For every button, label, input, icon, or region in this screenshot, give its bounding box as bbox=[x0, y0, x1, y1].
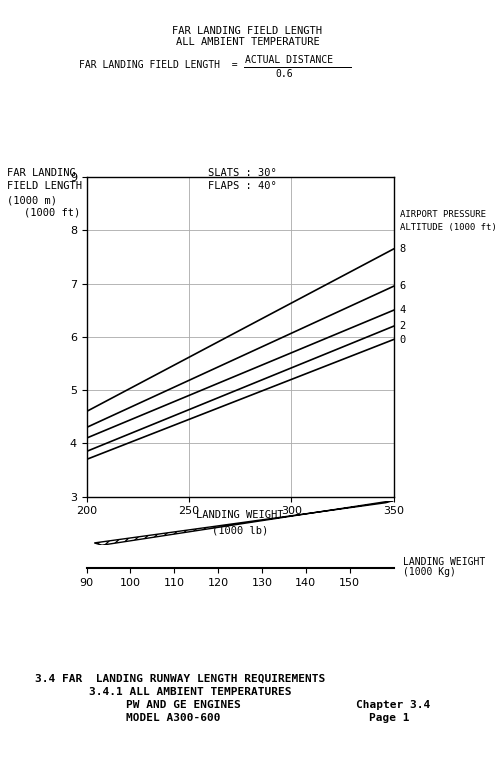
Text: LANDING WEIGHT: LANDING WEIGHT bbox=[197, 510, 284, 520]
Text: 0: 0 bbox=[399, 334, 406, 344]
Text: 6: 6 bbox=[399, 281, 406, 291]
Text: FLAPS : 40°: FLAPS : 40° bbox=[208, 182, 277, 191]
Text: FAR LANDING FIELD LENGTH: FAR LANDING FIELD LENGTH bbox=[172, 26, 323, 36]
Text: (1000 lb): (1000 lb) bbox=[212, 526, 268, 536]
Text: 0.6: 0.6 bbox=[276, 69, 294, 79]
Text: 2: 2 bbox=[399, 321, 406, 331]
Text: FAR LANDING: FAR LANDING bbox=[7, 169, 76, 178]
Text: PW AND GE ENGINES: PW AND GE ENGINES bbox=[126, 700, 241, 709]
Text: ALTITUDE (1000 ft): ALTITUDE (1000 ft) bbox=[399, 223, 495, 233]
Text: 8: 8 bbox=[399, 244, 406, 254]
Text: FAR LANDING FIELD LENGTH  =: FAR LANDING FIELD LENGTH = bbox=[79, 60, 238, 69]
Text: (1000 m): (1000 m) bbox=[7, 196, 57, 205]
Text: Page 1: Page 1 bbox=[369, 713, 409, 722]
Text: MODEL A300-600: MODEL A300-600 bbox=[126, 713, 221, 722]
Text: 3.4 FAR  LANDING RUNWAY LENGTH REQUIREMENTS: 3.4 FAR LANDING RUNWAY LENGTH REQUIREMEN… bbox=[35, 675, 325, 684]
Text: 4: 4 bbox=[399, 305, 406, 315]
Polygon shape bbox=[94, 500, 394, 545]
Text: ALL AMBIENT TEMPERATURE: ALL AMBIENT TEMPERATURE bbox=[176, 37, 319, 47]
Text: Chapter 3.4: Chapter 3.4 bbox=[356, 700, 431, 709]
Text: ACTUAL DISTANCE: ACTUAL DISTANCE bbox=[245, 55, 333, 65]
Text: SLATS : 30°: SLATS : 30° bbox=[208, 169, 277, 178]
Text: AIRPORT PRESSURE: AIRPORT PRESSURE bbox=[399, 210, 486, 219]
Text: FIELD LENGTH: FIELD LENGTH bbox=[7, 182, 83, 191]
Text: LANDING WEIGHT: LANDING WEIGHT bbox=[403, 557, 486, 567]
Text: (1000 Kg): (1000 Kg) bbox=[403, 567, 456, 577]
Text: 3.4.1 ALL AMBIENT TEMPERATURES: 3.4.1 ALL AMBIENT TEMPERATURES bbox=[89, 688, 292, 697]
Text: (1000 ft): (1000 ft) bbox=[24, 208, 80, 217]
